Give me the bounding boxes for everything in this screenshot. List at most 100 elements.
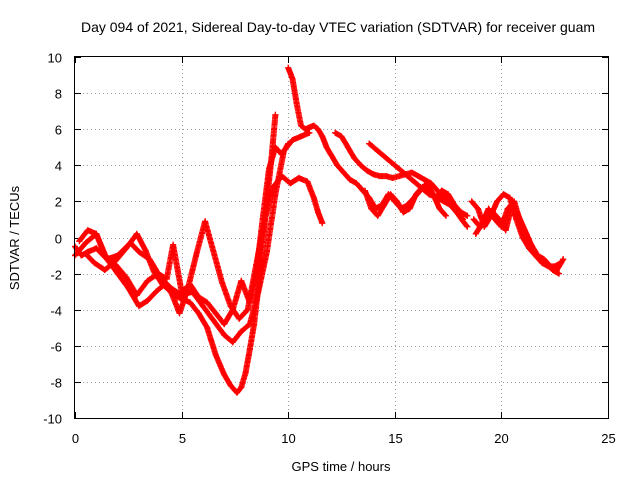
data-point [310,122,317,129]
data-point [261,216,268,223]
data-point [443,212,449,219]
data-point [340,169,347,176]
data-point [319,133,326,140]
data-point [368,205,375,212]
plus-marker-trail [472,198,562,277]
data-point [344,144,351,151]
data-point [298,122,304,129]
data-point [502,227,509,234]
data-point [417,184,424,190]
y-axis-ticks: -10 -8 -6 -4 -2 0 2 4 6 8 10 [43,51,608,427]
plus-marker-trail [72,129,313,346]
data-point [272,111,279,118]
data-point [306,124,313,131]
data-point [400,169,407,176]
data-point [298,133,304,140]
data-point [195,294,202,301]
data-point [221,371,228,378]
series-track-4 [82,173,326,322]
data-point [263,248,270,255]
data-point [517,220,524,227]
data-series [72,64,567,396]
data-point [229,339,236,346]
data-point [150,268,157,275]
data-point [353,180,360,187]
data-point [347,176,353,183]
data-point [212,310,219,317]
data-point [287,180,294,187]
data-point [204,299,211,306]
series-track-6 [332,129,471,230]
data-point [464,223,471,230]
data-point [238,328,245,335]
y-tick-label: 0 [55,232,62,247]
y-tick-label: -2 [50,268,62,283]
data-point [506,194,513,201]
data-point [289,137,296,143]
y-tick-label: 2 [55,195,62,210]
data-point [310,194,317,201]
data-point [334,162,341,169]
data-point [144,277,151,284]
data-point [123,274,130,281]
data-point [408,176,415,183]
data-point [406,205,413,212]
x-tick-label: 10 [281,431,295,446]
data-point [436,205,443,212]
data-point [498,223,505,230]
data-point [246,346,253,353]
data-point [176,310,183,317]
data-point [560,256,567,263]
data-point [133,230,140,237]
data-point [425,191,432,198]
data-point [272,144,279,151]
data-point [93,230,100,237]
data-point [244,306,251,313]
data-point [485,205,492,212]
data-point [500,191,507,198]
x-tick-label: 15 [388,431,402,446]
data-point [266,165,272,172]
data-point [374,212,381,219]
data-point [78,252,85,259]
data-point [413,191,420,198]
data-point [408,169,415,176]
data-point [112,258,119,264]
data-point [357,162,364,169]
data-point [167,288,174,295]
data-point [389,174,396,181]
series-track-2 [72,129,313,346]
data-point [91,259,98,266]
data-point [76,238,83,245]
x-tick-label: 20 [494,431,508,446]
data-point [492,216,498,223]
data-point [511,198,518,205]
data-point [438,187,445,194]
data-point [170,241,177,248]
data-point [536,256,543,263]
data-point [202,218,209,225]
data-point [144,297,151,304]
data-point [421,176,428,183]
data-point [101,267,108,273]
data-point [289,75,296,82]
y-axis-label: SDTVAR / TECUs [7,185,22,290]
data-point [440,198,447,205]
data-point [383,155,390,162]
data-point [238,277,245,284]
x-axis-ticks: 0 5 10 15 20 25 [72,57,616,446]
y-tick-label: -6 [50,340,62,355]
data-point [428,180,434,187]
data-point [315,209,321,216]
data-point [210,317,217,324]
data-point [364,167,371,174]
data-point [242,369,249,376]
y-tick-label: 4 [55,159,62,174]
data-point [193,250,200,257]
x-tick-label: 25 [601,431,615,446]
data-point [101,252,108,259]
data-point [464,212,471,219]
data-point [306,129,313,136]
data-point [351,155,358,162]
